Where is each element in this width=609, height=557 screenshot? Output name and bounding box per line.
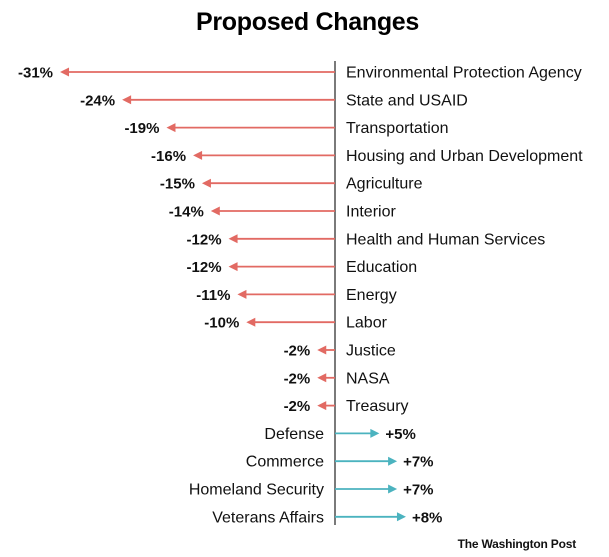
arrow-head <box>228 262 238 272</box>
category-label: Defense <box>264 426 324 443</box>
value-label: -16% <box>151 148 186 165</box>
value-label: -19% <box>124 120 159 137</box>
arrow-head <box>246 317 256 327</box>
chart-title: Proposed Changes <box>195 8 420 36</box>
category-label: Housing and Urban Development <box>346 148 583 165</box>
value-label: -2% <box>284 398 311 415</box>
category-label: NASA <box>346 370 390 387</box>
category-label: Energy <box>346 287 397 304</box>
category-label: Transportation <box>346 120 449 137</box>
category-label: Environmental Protection Agency <box>346 65 582 82</box>
arrow-head <box>388 456 398 466</box>
arrow-head <box>228 234 238 244</box>
arrow-head <box>210 206 220 216</box>
arrow-head <box>193 150 203 160</box>
source-credit: The Washington Post <box>457 537 577 551</box>
value-label: -2% <box>284 343 311 360</box>
arrow-head <box>370 428 380 438</box>
arrow-head <box>317 373 327 383</box>
category-label: Labor <box>346 315 388 332</box>
value-label: +8% <box>412 509 442 526</box>
value-label: -31% <box>18 65 53 82</box>
value-label: -15% <box>160 176 195 193</box>
value-label: -14% <box>169 204 204 221</box>
category-label: Agriculture <box>346 176 423 193</box>
value-label: -10% <box>204 315 239 332</box>
arrow-head <box>317 401 327 411</box>
category-label: Commerce <box>246 454 324 471</box>
value-label: -11% <box>196 287 230 304</box>
value-label: -24% <box>80 92 115 109</box>
value-label: +5% <box>385 426 415 443</box>
category-label: Education <box>346 259 417 276</box>
value-label: +7% <box>403 482 433 499</box>
arrow-head <box>60 67 70 77</box>
category-label: Homeland Security <box>189 482 324 499</box>
arrow-head <box>201 178 211 188</box>
arrow-head <box>166 123 176 133</box>
arrow-head <box>396 512 406 522</box>
category-label: Veterans Affairs <box>212 509 324 526</box>
value-label: -2% <box>284 370 311 387</box>
arrow-head <box>122 95 132 105</box>
arrow-head <box>237 289 247 299</box>
value-label: -12% <box>187 259 222 276</box>
arrow-head <box>317 345 327 355</box>
category-label: Treasury <box>346 398 409 415</box>
arrow-head <box>388 484 398 494</box>
category-label: State and USAID <box>346 92 468 109</box>
category-label: Interior <box>346 204 396 221</box>
value-label: +7% <box>403 454 433 471</box>
category-label: Health and Human Services <box>346 231 545 248</box>
category-label: Justice <box>346 343 396 360</box>
value-label: -12% <box>187 231 222 248</box>
chart-marks: Environmental Protection Agency -31% State… <box>18 65 583 527</box>
